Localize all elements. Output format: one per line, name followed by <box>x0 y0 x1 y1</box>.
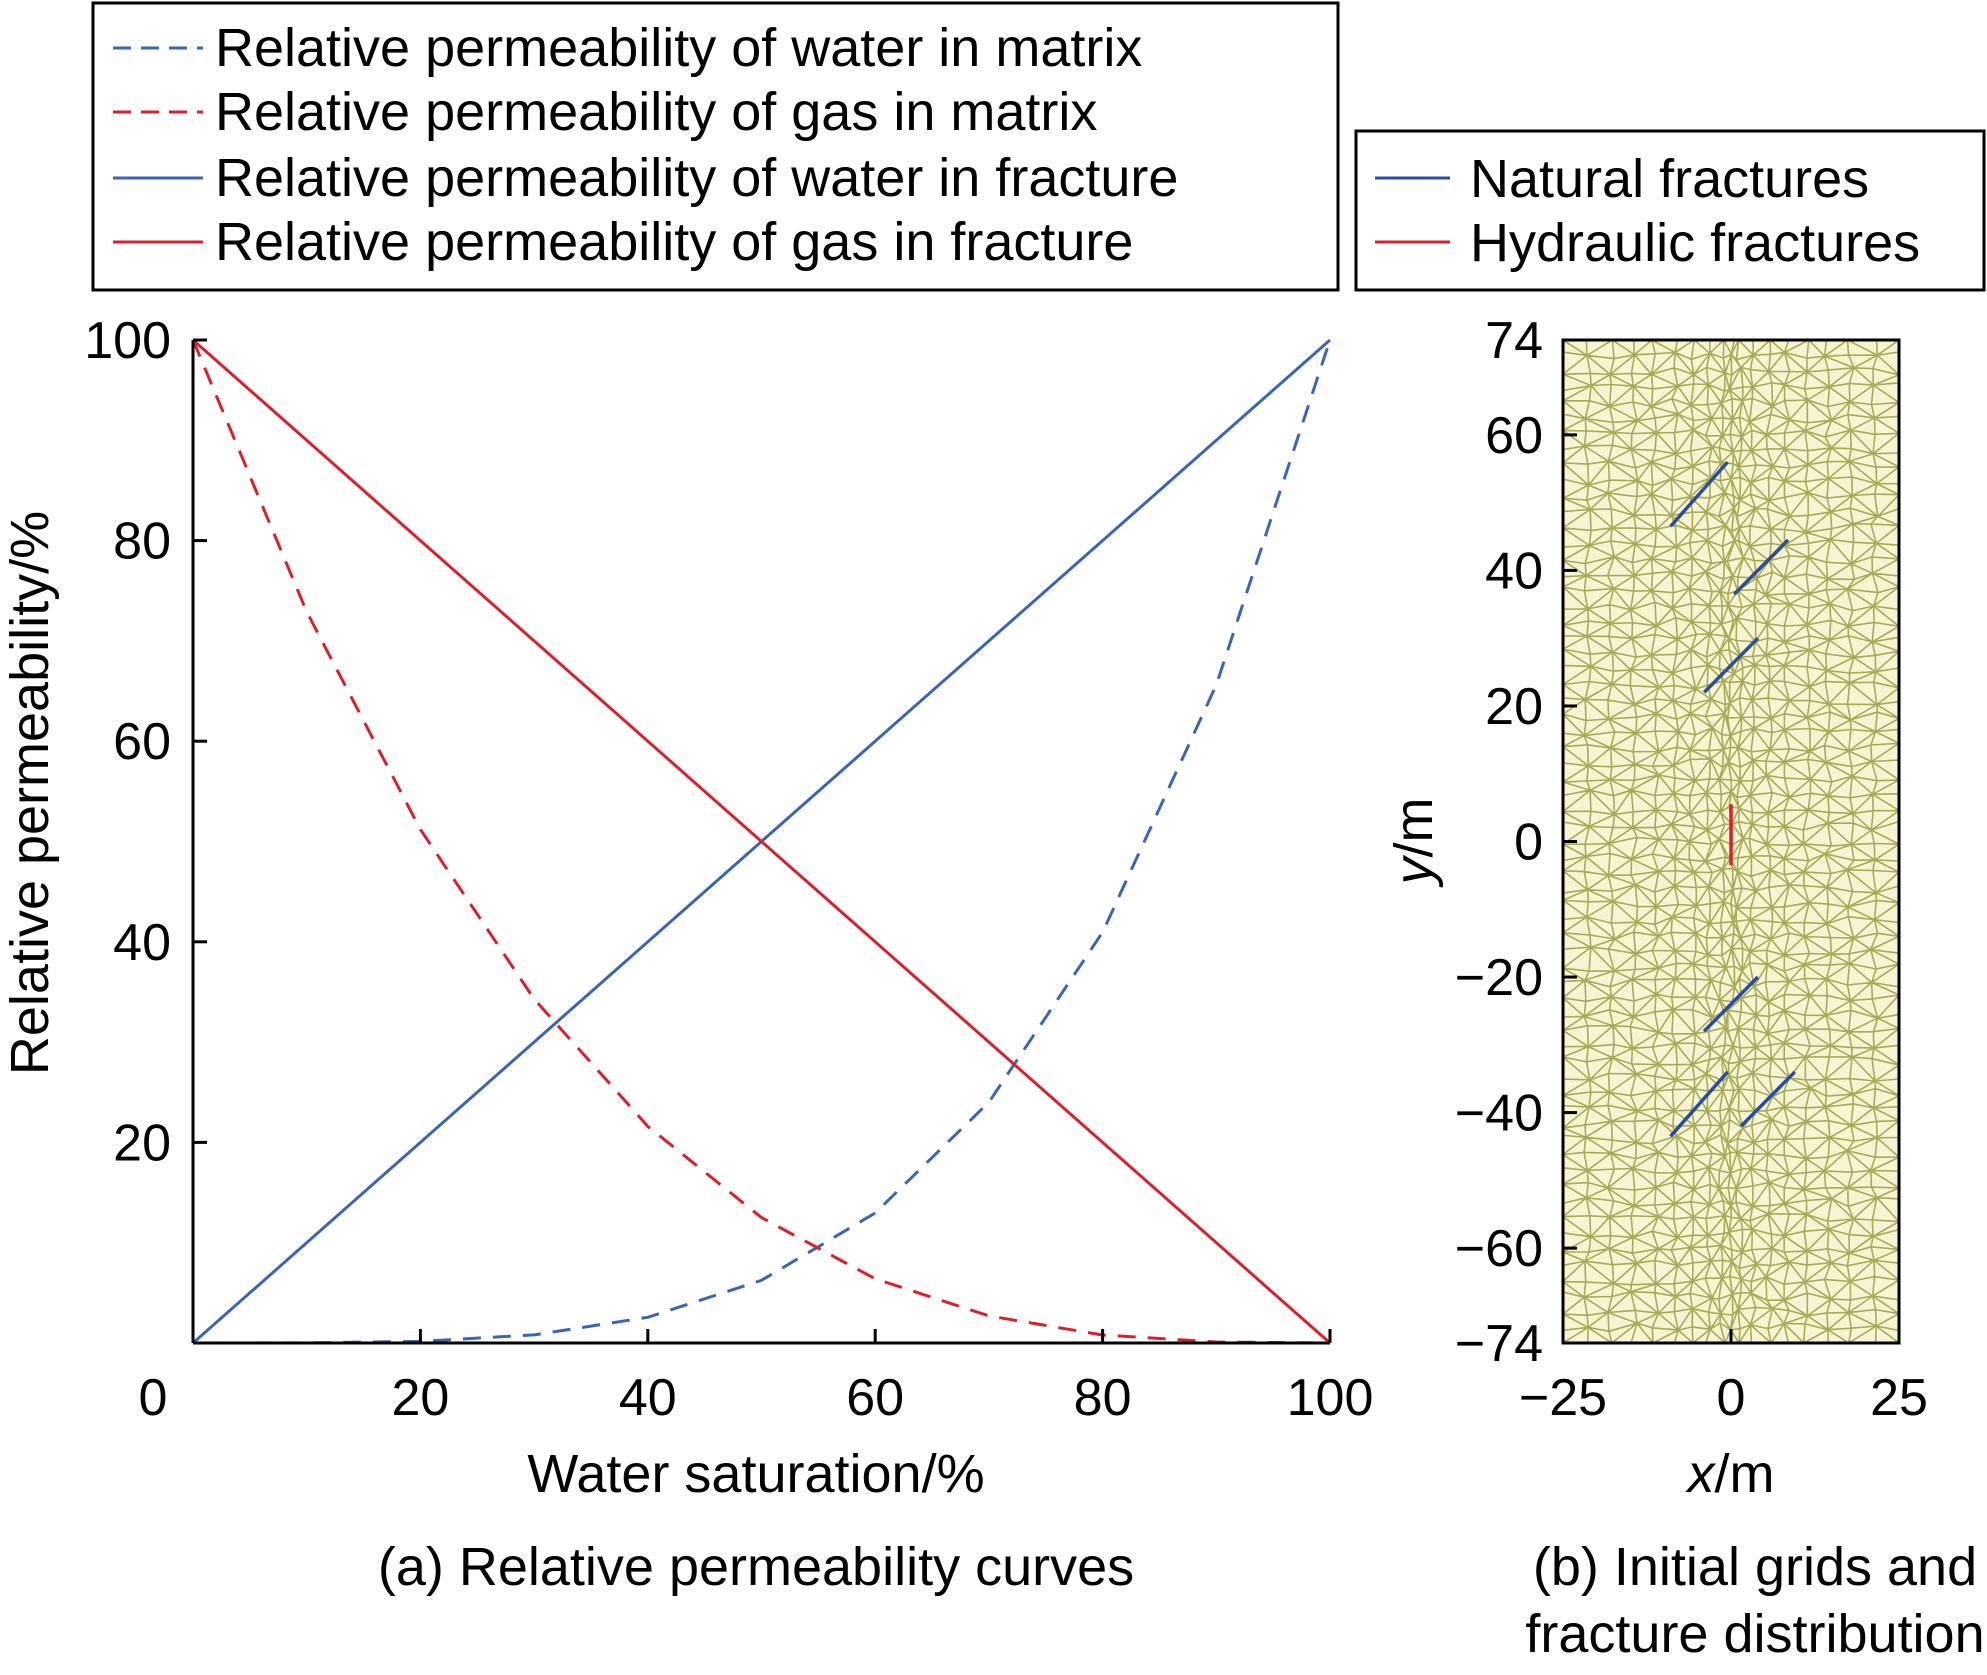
legend-a-entry: Relative permeability of gas in fracture <box>113 212 1133 272</box>
y-tick-label: 60 <box>113 713 171 771</box>
y-tick-label: 40 <box>1485 542 1543 600</box>
y-tick-label: 0 <box>1514 814 1543 872</box>
x-tick-label: 20 <box>391 1369 449 1427</box>
natural-fracture <box>1739 1070 1797 1128</box>
chart-b-caption-line-2: fracture distribution <box>1525 1604 1984 1664</box>
natural-fracture <box>1733 538 1790 596</box>
legend-b-entry: Hydraulic fractures <box>1375 213 1920 273</box>
y-tick-label: 100 <box>84 312 171 370</box>
legend-a-label: Relative permeability of water in fractu… <box>215 148 1178 208</box>
series-line-2 <box>191 339 1331 1345</box>
x-tick-label: 100 <box>1287 1369 1374 1427</box>
chart-a-axes: 0 20 40 60 80 100 20 40 60 80 100 <box>84 312 1373 1427</box>
y-tick-label: −60 <box>1455 1220 1543 1278</box>
y-tick-label: 20 <box>113 1114 171 1172</box>
natural-fracture <box>1669 1070 1729 1138</box>
legend-a-label: Relative permeability of water in matrix <box>215 18 1142 78</box>
y-tick-label: 80 <box>113 513 171 571</box>
legend-a-entry: Relative permeability of water in fractu… <box>113 148 1178 208</box>
legend-b-label: Hydraulic fractures <box>1470 213 1920 273</box>
y-tick-label: −20 <box>1455 949 1543 1007</box>
natural-fracture <box>1669 460 1729 528</box>
y-tick-label: 74 <box>1485 312 1543 370</box>
y-tick-label: 20 <box>1485 678 1543 736</box>
y-tick-label: 60 <box>1485 407 1543 465</box>
chart-a-caption: (a) Relative permeability curves <box>378 1537 1134 1597</box>
y-tick-label: 40 <box>113 914 171 972</box>
natural-fracture <box>1702 636 1760 694</box>
chart-a-x-axis-title: Water saturation/% <box>527 1444 984 1504</box>
x-tick-label: −25 <box>1519 1369 1607 1427</box>
y-tick-label: −40 <box>1455 1085 1543 1143</box>
series-line-4 <box>192 338 1331 1345</box>
legend-a: Relative permeability of water in matrix… <box>91 1 1340 292</box>
legend-a-frame <box>91 1 1340 292</box>
y-tick-label: −74 <box>1455 1315 1543 1373</box>
chart-b-y-axis-title: y/m <box>1384 798 1444 889</box>
x-tick-label: 40 <box>619 1369 677 1427</box>
x-tick-label: 0 <box>1717 1369 1746 1427</box>
chart-b-axes: −25 0 25 74 60 40 20 0 −20 −40 −60 −74 <box>1455 312 1928 1427</box>
chart-b-x-axis-title: x/m <box>1685 1444 1775 1504</box>
chart-b: −25 0 25 74 60 40 20 0 −20 −40 −60 −74 x/m y/m (b) … <box>1384 312 1985 1664</box>
chart-a: 0 20 40 60 80 100 20 40 60 80 100 Water saturation… <box>0 312 1373 1597</box>
chart-a-series-layer <box>191 338 1332 1345</box>
legend-b-label: Natural fractures <box>1470 149 1869 209</box>
legend-a-entry: Relative permeability of water in matrix <box>113 18 1142 78</box>
legend-b-frame <box>1354 129 1986 292</box>
natural-fracture <box>1702 975 1760 1033</box>
chart-a-y-axis-title: Relative permeability/% <box>0 511 60 1075</box>
legend-a-entry: Relative permeability of gas in matrix <box>113 82 1097 142</box>
legend-a-label: Relative permeability of gas in fracture <box>215 212 1133 272</box>
legend-b-entry: Natural fractures <box>1375 149 1869 209</box>
x-tick-label: 80 <box>1074 1369 1132 1427</box>
x-tick-label: 0 <box>139 1369 168 1427</box>
fracture-layer <box>1669 460 1797 1138</box>
legend-a-label: Relative permeability of gas in matrix <box>215 82 1097 142</box>
legend-b: Natural fractures Hydraulic fractures <box>1354 129 1986 292</box>
x-tick-label: 25 <box>1870 1369 1928 1427</box>
x-tick-label: 60 <box>846 1369 904 1427</box>
chart-b-caption-line-1: (b) Initial grids and <box>1533 1537 1977 1597</box>
